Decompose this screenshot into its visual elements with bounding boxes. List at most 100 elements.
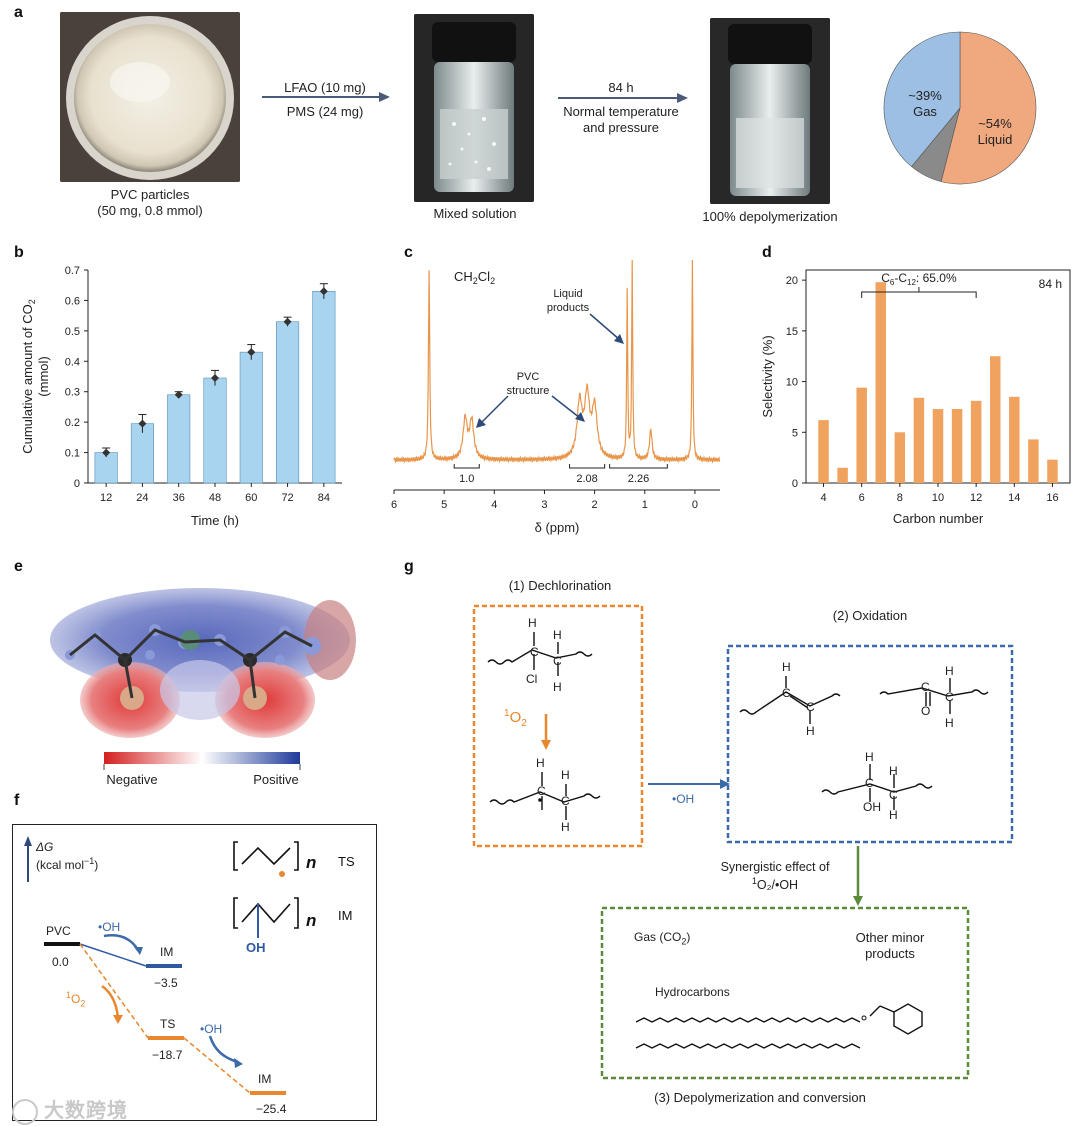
- g-atom-c9: C: [865, 776, 874, 790]
- g-atom-h5: H: [561, 768, 570, 782]
- dechlorination-box: [472, 604, 644, 848]
- g-atom-h6: H: [561, 820, 570, 834]
- oh-label-1: •OH: [98, 920, 121, 934]
- b-data-point: [102, 448, 111, 457]
- b-data-point: [319, 287, 328, 296]
- panel-label-f: f: [14, 792, 20, 809]
- c-integral-label: 2.08: [576, 473, 597, 485]
- singlet-oxygen-label-f: 1O2: [66, 990, 86, 1009]
- pvc-caption-1: PVC particles: [110, 187, 190, 202]
- other-products-label-1: Other minor: [855, 930, 925, 945]
- b-ytick-label: 0.6: [65, 295, 80, 307]
- arrow2-bottom-label-1: Normal temperature: [563, 104, 679, 119]
- scale-positive-label: Positive: [253, 772, 299, 787]
- mixed-caption: Mixed solution: [433, 206, 517, 221]
- d-xtick-label: 6: [859, 492, 865, 504]
- g-atom-c5: C: [782, 686, 791, 700]
- d-bar: [875, 282, 887, 483]
- d-y-axis-title: Selectivity (%): [760, 335, 775, 417]
- pvc-caption-2: (50 mg, 0.8 mmol): [97, 203, 203, 218]
- b-data-point: [283, 317, 292, 326]
- b-ytick-label: 0.5: [65, 326, 80, 338]
- c-pvc-arrow-1: [479, 395, 509, 425]
- energy-axis-label-1: ΔG: [36, 840, 54, 854]
- d-ytick-label: 10: [786, 377, 798, 389]
- legend-im-label: IM: [338, 908, 352, 923]
- b-xtick-label: 72: [281, 492, 293, 504]
- g-atom-h12: H: [889, 764, 898, 778]
- synergy-label-2: 1O₂/•OH: [751, 876, 799, 893]
- energy-axis-label-2: (kcal mol−1): [36, 856, 99, 872]
- free-energy-diagram: n n TS IM OH: [12, 824, 377, 1121]
- g-atom-h11: H: [865, 750, 874, 764]
- d-bar: [932, 408, 944, 483]
- gas-co2-label: Gas (CO2): [634, 930, 691, 947]
- d-xtick-label: 8: [897, 492, 903, 504]
- potential-color-scale: [104, 752, 300, 764]
- watermark: 大数跨境: [12, 1094, 128, 1125]
- c-spectrum-line: [393, 259, 721, 464]
- d-bar: [1009, 396, 1020, 483]
- state-ts-name: TS: [160, 1017, 176, 1031]
- b-bar: [239, 351, 263, 484]
- g-atom-h7: H: [782, 660, 791, 674]
- c-pvc-arrowhead-2: [575, 412, 585, 422]
- d-bar: [1028, 439, 1039, 483]
- panel-label-e: e: [14, 558, 23, 575]
- nmr-spectrum-chart: 6 5 4 3 2 1 0 1.0 2.08 2.26 CH2Cl2 PVC structure Liqu…: [391, 259, 721, 535]
- b-data-point: [138, 419, 147, 428]
- b-ytick-label: 0.3: [65, 387, 80, 399]
- g-atom-h8: H: [806, 724, 815, 738]
- b-ytick-label: 0: [74, 478, 80, 490]
- d-xtick-label: 12: [970, 492, 982, 504]
- mechanism-scheme: [472, 604, 1014, 1080]
- c-pvc-arrow-2: [551, 395, 581, 419]
- c-xtick-label: 0: [692, 499, 698, 511]
- arrow2-bottom-label-2: and pressure: [583, 120, 659, 135]
- g-atom-oh: OH: [863, 800, 881, 814]
- d-bracket-label: C6-C12: 65.0%: [881, 271, 957, 287]
- b-bar: [312, 290, 336, 484]
- watermark-logo-icon: [12, 1098, 38, 1125]
- c-x-axis-title: δ (ppm): [535, 520, 580, 535]
- pie-liquid-pct: ~54%: [978, 116, 1012, 131]
- b-xtick-label: 12: [100, 492, 112, 504]
- arrow1-bottom-label: PMS (24 mg): [286, 104, 364, 119]
- panel-label-c: c: [404, 244, 413, 261]
- c-liquid-arrowhead: [614, 334, 624, 344]
- c-solvent-label: CH2Cl2: [454, 269, 495, 286]
- d-ytick-label: 0: [792, 478, 798, 490]
- d-bar: [1047, 459, 1058, 483]
- g-oh-arrow-label: •OH: [672, 792, 695, 806]
- b-bar: [167, 394, 191, 484]
- g-atom-c7: C: [921, 680, 930, 694]
- pie-liquid-label: Liquid: [977, 132, 1013, 147]
- g-atom-h4: H: [536, 756, 545, 770]
- state-im-oh-energy: −3.5: [154, 976, 178, 990]
- oh-label-2: •OH: [200, 1022, 223, 1036]
- b-bar: [203, 377, 227, 484]
- c-integral-bracket: [569, 464, 606, 469]
- legend-oh-label: OH: [246, 940, 266, 955]
- g-atom-h1: H: [528, 616, 537, 630]
- c-integral-label: 1.0: [459, 473, 474, 485]
- d-ytick-label: 15: [786, 326, 798, 338]
- b-xtick-label: 24: [136, 492, 148, 504]
- b-xtick-label: 84: [318, 492, 330, 504]
- pvc-particles-photo: [60, 12, 240, 182]
- b-y-axis-title-2: (mmol): [36, 356, 51, 396]
- c-xtick-label: 1: [642, 499, 648, 511]
- b-xtick-label: 36: [173, 492, 185, 504]
- c-integral-label: 2.26: [628, 473, 649, 485]
- b-xtick-label: 60: [245, 492, 257, 504]
- petri-dish-illustration: [60, 12, 240, 182]
- d-ytick-label: 20: [786, 275, 798, 287]
- c-pvc-label-2: structure: [507, 385, 550, 397]
- arrow1-top-label: LFAO (10 mg): [284, 80, 366, 95]
- panel-label-b: b: [14, 244, 24, 261]
- g-atom-h3: H: [553, 680, 562, 694]
- depolymerization-box: [600, 906, 970, 1080]
- d-ytick-label: 5: [792, 427, 798, 439]
- b-bar: [276, 321, 300, 484]
- b-ytick-label: 0.4: [65, 356, 80, 368]
